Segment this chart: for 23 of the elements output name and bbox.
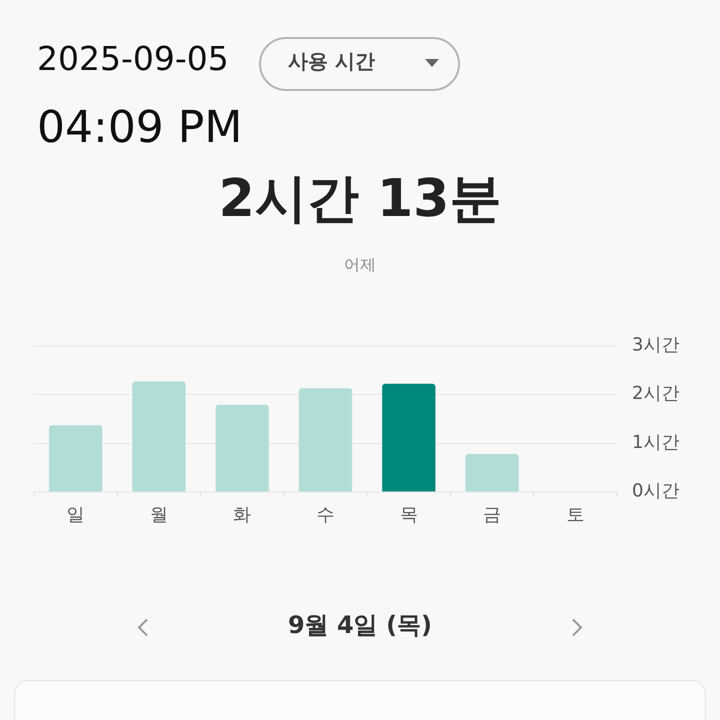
chart-title: 2시간 13분 <box>218 169 502 230</box>
x-tick-label: 화 <box>233 504 252 526</box>
text: 사용 시간 <box>288 49 375 73</box>
y-tick-label: 3시간 <box>632 334 680 356</box>
x-tick-label: 금 <box>483 504 502 526</box>
y-tick-label: 2시간 <box>632 383 680 404</box>
text: 04:09 PM <box>37 102 242 154</box>
x-tick-label: 일 <box>66 504 85 526</box>
y-tick-label: 1시간 <box>632 432 680 453</box>
bar <box>382 384 436 492</box>
bar <box>465 454 519 492</box>
text: 2025-09-05 <box>37 39 229 78</box>
text: 9월 4일 (목) <box>288 611 432 640</box>
y-tick-label: 0시간 <box>632 480 680 502</box>
x-tick-label: 토 <box>566 504 584 526</box>
bar <box>132 381 186 492</box>
bar <box>216 404 269 492</box>
bar <box>48 425 102 492</box>
chart-subtitle: 어제 <box>344 255 376 274</box>
bar <box>298 388 352 492</box>
x-tick-label: 목 <box>400 504 418 526</box>
x-tick-label: 수 <box>316 504 334 526</box>
x-tick-label: 월 <box>150 504 168 526</box>
